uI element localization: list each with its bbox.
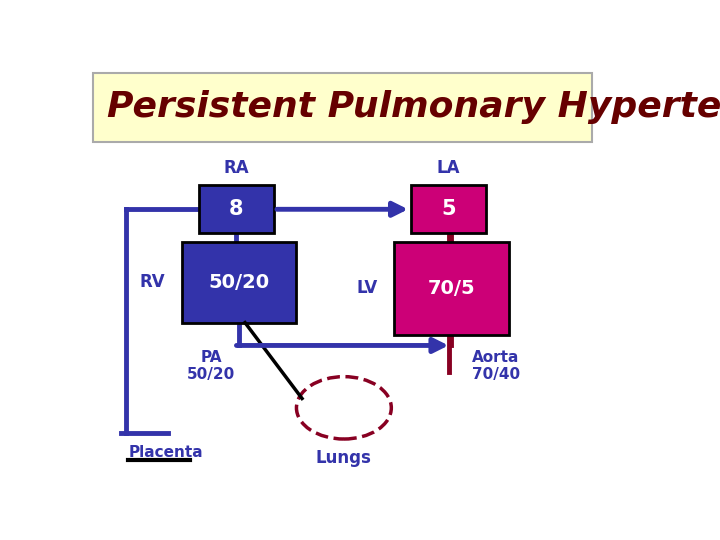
Text: 5: 5 [441, 199, 456, 219]
Text: RA: RA [224, 159, 249, 177]
Bar [394, 241, 508, 335]
Text: RV: RV [140, 273, 166, 291]
Ellipse shape [297, 377, 392, 439]
Text: 50/20: 50/20 [209, 273, 270, 292]
Text: PA
50/20: PA 50/20 [187, 349, 235, 382]
Text: 8: 8 [229, 199, 244, 219]
Text: Persistent Pulmonary Hypertension: Persistent Pulmonary Hypertension [107, 90, 720, 124]
Bar [182, 241, 297, 322]
Text: Lungs: Lungs [316, 449, 372, 468]
Text: Aorta
70/40: Aorta 70/40 [472, 349, 520, 382]
Text: 70/5: 70/5 [428, 279, 475, 298]
Bar [411, 185, 486, 233]
Bar [199, 185, 274, 233]
Text: LV: LV [356, 279, 377, 298]
Text: Placenta: Placenta [129, 446, 204, 460]
Text: LA: LA [437, 159, 460, 177]
FancyBboxPatch shape [93, 73, 593, 141]
